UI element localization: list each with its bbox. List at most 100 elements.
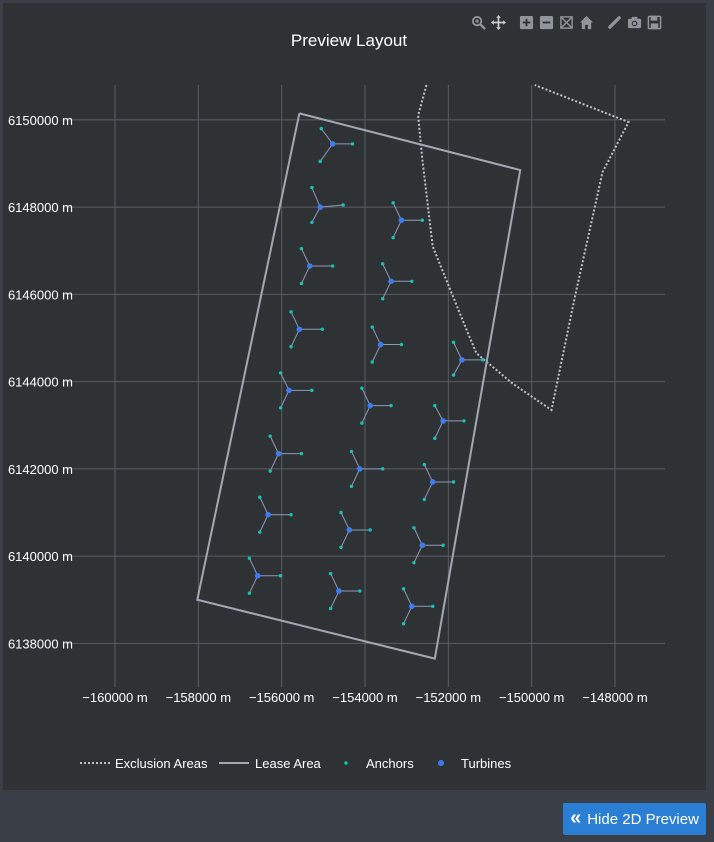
anchor-point <box>422 462 427 467</box>
mooring-line <box>330 573 340 592</box>
mooring-line <box>269 435 279 454</box>
anchor-point <box>433 436 437 441</box>
anchor-point <box>258 495 262 499</box>
legend-item-exclusion[interactable]: Exclusion Areas <box>80 756 208 771</box>
pan-icon[interactable] <box>488 12 508 32</box>
anchor-point <box>433 403 437 408</box>
legend-label-lease: Lease Area <box>255 756 322 771</box>
mooring-line <box>413 527 423 546</box>
plot-panel: Preview Layout −160000 m −158000 m −156000… <box>3 3 706 790</box>
mooring-lines <box>248 128 483 624</box>
x-tick-label: −150000 m <box>499 690 564 705</box>
mooring-line <box>413 545 423 563</box>
draw-line-icon[interactable] <box>604 12 624 32</box>
anchor-point <box>431 604 435 608</box>
modebar <box>468 12 664 32</box>
turbine-point <box>336 588 342 594</box>
x-tick-label: −154000 m <box>332 690 397 705</box>
anchor-point <box>247 556 252 561</box>
turbine-point <box>419 542 426 549</box>
exclusion-area <box>417 84 630 412</box>
camera-icon[interactable] <box>624 12 644 32</box>
turbine-point <box>409 603 415 610</box>
anchor-point <box>341 203 345 207</box>
mooring-line <box>423 481 434 500</box>
mooring-line <box>269 453 279 472</box>
mooring-line <box>320 204 344 208</box>
mooring-line <box>290 311 300 330</box>
anchor-point <box>331 264 335 268</box>
y-tick-label: 6148000 m <box>8 200 73 215</box>
anchor-point <box>278 406 283 410</box>
anchor-point <box>289 310 293 314</box>
mooring-line <box>301 248 311 267</box>
anchor-point <box>349 449 354 454</box>
turbine-point <box>286 387 292 394</box>
mooring-line <box>371 344 382 363</box>
mooring-line <box>311 206 321 223</box>
mooring-line <box>280 390 290 409</box>
legend-label-turbines: Turbines <box>461 756 512 771</box>
turbine-point <box>367 402 374 409</box>
anchor-point <box>299 451 304 456</box>
x-tick-label: −148000 m <box>582 690 647 705</box>
mooring-line <box>259 514 269 533</box>
exclusion-boundary <box>417 84 630 412</box>
turbine-point <box>356 466 363 472</box>
anchor-point <box>401 587 406 591</box>
y-tick-label: 6146000 m <box>8 287 73 302</box>
mooring-line <box>351 451 361 470</box>
turbine-point <box>317 204 324 210</box>
anchor-point <box>339 510 343 515</box>
anchor-point <box>289 512 293 517</box>
mooring-line <box>340 512 350 531</box>
anchor-point <box>278 574 283 578</box>
save-icon[interactable] <box>644 12 664 32</box>
turbine-point <box>296 326 303 333</box>
anchor-point <box>451 340 456 345</box>
mooring-line <box>403 588 413 607</box>
y-tick-label: 6140000 m <box>8 549 73 564</box>
anchor-point <box>328 606 333 611</box>
zoom-out-icon[interactable] <box>536 12 556 32</box>
double-chevron-left-icon: « <box>570 806 582 829</box>
mooring-line <box>311 187 321 208</box>
anchor-point <box>389 403 393 408</box>
zoom-in-icon[interactable] <box>516 12 536 32</box>
anchor-point <box>328 571 333 576</box>
anchor-point <box>381 467 385 471</box>
legend: Exclusion Areas Lease Area Anchors Turbi… <box>80 756 512 771</box>
legend-label-anchors: Anchors <box>366 756 414 771</box>
anchor-point <box>310 185 314 190</box>
zoom-icon[interactable] <box>468 12 488 32</box>
anchor-point <box>350 142 355 146</box>
legend-item-turbines[interactable]: Turbines <box>438 756 512 771</box>
anchor-point <box>289 345 293 349</box>
reset-axes-icon[interactable] <box>576 12 596 32</box>
mooring-line <box>382 281 392 299</box>
autoscale-icon[interactable] <box>556 12 576 32</box>
anchor-point <box>268 434 272 438</box>
legend-item-lease[interactable]: Lease Area <box>219 756 322 771</box>
mooring-line <box>382 263 392 282</box>
turbines <box>254 141 465 610</box>
y-axis-ticks: 6138000 m 6140000 m 6142000 m 6144000 m 6146… <box>8 113 73 651</box>
mooring-line <box>330 590 340 609</box>
anchor-point <box>410 279 414 284</box>
hide-2d-preview-button[interactable]: « Hide 2D Preview <box>563 803 706 835</box>
chart-canvas[interactable]: Preview Layout −160000 m −158000 m −156000… <box>3 3 706 790</box>
mooring-line <box>371 326 382 345</box>
lease-area <box>196 112 522 660</box>
mooring-line <box>248 575 259 594</box>
turbine-point <box>440 418 446 424</box>
turbine-point <box>329 141 336 147</box>
turbine-point <box>377 341 384 348</box>
anchor-point <box>319 126 323 131</box>
y-tick-label: 6144000 m <box>8 375 73 390</box>
anchor-point <box>420 218 424 222</box>
anchor-point <box>360 386 364 390</box>
legend-item-anchors[interactable]: Anchors <box>344 756 414 771</box>
anchor-point <box>391 235 395 240</box>
mooring-line <box>319 143 334 162</box>
mooring-line <box>403 606 413 624</box>
